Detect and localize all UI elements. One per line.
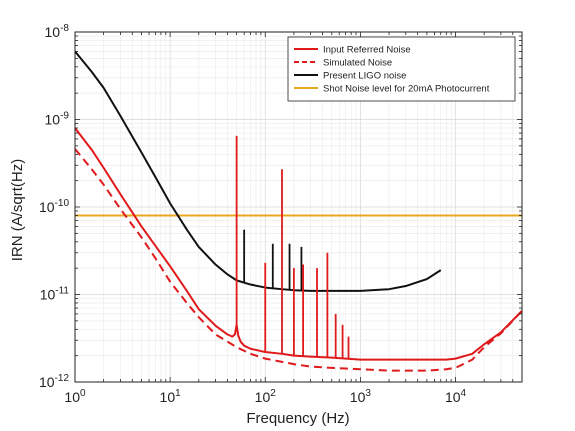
y-tick-label: 10-8 [45, 23, 70, 40]
y-tick-label: 10-11 [40, 286, 70, 303]
x-tick-label: 100 [64, 388, 86, 405]
legend-entry-present-ligo-noise: Present LIGO noise [294, 71, 406, 82]
legend: Input Referred Noise Simulated Noise Pre… [287, 36, 516, 102]
x-tick-label: 102 [255, 388, 277, 405]
axis-ticks: 100 101 102 103 104 10-12 10-11 10-10 10-9 10-8 [39, 23, 523, 405]
y-tick-label: 10-9 [45, 111, 70, 128]
x-tick-label: 104 [445, 388, 467, 405]
legend-entry-shot-noise: Shot Noise level for 20mA Photocurrent [294, 84, 490, 95]
y-tick-label: 10-12 [39, 373, 69, 390]
legend-entry-simulated-noise: Simulated Noise [294, 58, 392, 69]
legend-label-shot-noise: Shot Noise level for 20mA Photocurrent [323, 84, 490, 95]
legend-label-simulated-noise: Simulated Noise [323, 58, 392, 69]
x-axis-label: Frequency (Hz) [246, 410, 349, 427]
x-tick-label: 101 [160, 388, 182, 405]
series-input-referred-noise [74, 127, 523, 361]
x-tick-label: 103 [350, 388, 372, 405]
y-tick-label: 10-10 [39, 198, 69, 215]
legend-box [287, 36, 516, 102]
plot-series [74, 50, 523, 372]
y-axis-label: IRN (A/sqrt(Hz) [9, 159, 26, 262]
legend-entry-input-referred-noise: Input Referred Noise [294, 45, 411, 56]
series-line-input-referred-noise [74, 127, 523, 361]
series-line-simulated-noise [74, 148, 523, 372]
legend-label-input-referred-noise: Input Referred Noise [323, 45, 411, 56]
legend-label-present-ligo-noise: Present LIGO noise [323, 71, 406, 82]
series-simulated-noise [74, 148, 523, 372]
